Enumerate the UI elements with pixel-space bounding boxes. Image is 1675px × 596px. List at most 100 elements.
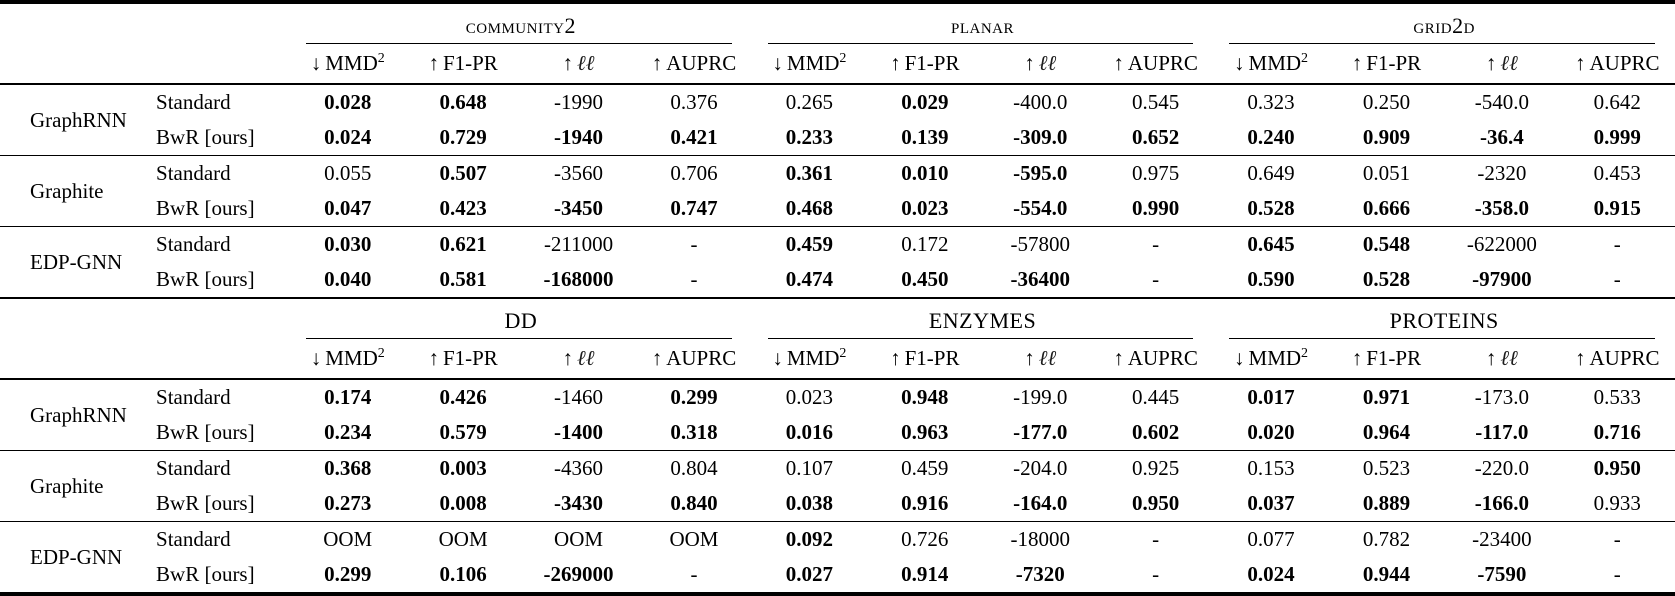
metric-value: 0.716	[1593, 420, 1641, 444]
metric-label: MMD	[786, 346, 840, 370]
metric-value: 0.649	[1213, 155, 1329, 191]
empty-corner-cell	[150, 2, 290, 44]
metric-label: ℓℓ	[1038, 51, 1057, 75]
variant-label: Standard	[150, 83, 291, 120]
table-row: BwR [ours] 0.234 0.579 -1400 0.318 0.016 0.963…	[0, 415, 1675, 451]
metric-value: 0.107	[751, 450, 868, 486]
metric-value: 0.579	[439, 420, 487, 444]
metric-label: MMD	[325, 51, 378, 75]
arrow-down-icon: ↓	[1234, 51, 1245, 75]
metric-value: -164.0	[1013, 491, 1068, 515]
metric-value: 0.909	[1362, 125, 1411, 149]
metric-value: 0.642	[1559, 83, 1675, 120]
metric-value: 0.950	[1559, 450, 1675, 486]
metric-value: 0.023	[751, 378, 868, 415]
metric-value: -97900	[1472, 267, 1532, 291]
metric-value: 0.139	[901, 125, 949, 149]
metric-value: 0.590	[1247, 267, 1295, 291]
metric-value: -117.0	[1475, 420, 1529, 444]
table-row: BwR [ours] 0.024 0.729 -1940 0.421 0.233 0.139…	[0, 120, 1675, 156]
metric-value: 0.990	[1132, 196, 1180, 220]
metric-value: -554.0	[1013, 196, 1068, 220]
variant-label: BwR [ours]	[156, 491, 255, 515]
arrow-up-icon: ↑	[1485, 346, 1497, 370]
metric-superscript: 2	[1301, 51, 1309, 66]
model-label-graphite: Graphite	[0, 155, 151, 227]
metric-value: 0.265	[751, 83, 868, 120]
metric-value: 0.453	[1559, 155, 1675, 191]
metric-value: 0.421	[670, 125, 718, 149]
metric-value: 0.459	[867, 450, 983, 486]
table-row: BwR [ours] 0.273 0.008 -3430 0.840 0.038 0.916…	[0, 486, 1675, 522]
metric-value: 0.666	[1362, 196, 1411, 220]
metric-value: -1400	[554, 420, 604, 444]
arrow-down-icon: ↓	[772, 346, 783, 370]
metric-value: 0.028	[290, 83, 406, 120]
metric-value: 0.964	[1362, 420, 1411, 444]
variant-label: BwR [ours]	[156, 196, 255, 220]
metric-value: -309.0	[1013, 125, 1068, 149]
metric-value: -3560	[520, 155, 637, 191]
metric-value: 0.533	[1559, 378, 1675, 415]
model-label-graphrnn: GraphRNN	[0, 378, 151, 451]
arrow-down-icon: ↓	[772, 51, 783, 75]
model-label-graphite: Graphite	[0, 450, 151, 522]
metric-header-mmd: ↓ MMD2	[1213, 44, 1329, 85]
metric-label: AUPRC	[1127, 346, 1198, 370]
metric-value: 0.925	[1097, 450, 1214, 486]
metric-superscript: 2	[839, 51, 847, 66]
metric-value: 0.916	[901, 491, 949, 515]
arrow-up-icon: ↑	[1575, 51, 1586, 75]
results-table-top: community2 planar grid2d ↓ MMD2 ↑ F1-PR ↑ ℓℓ ↑ AU…	[0, 0, 1675, 299]
metric-value: 0.323	[1213, 83, 1329, 120]
metric-value: 0.528	[1247, 196, 1295, 220]
metric-value: 0.602	[1131, 420, 1180, 444]
empty-corner-cell	[0, 44, 151, 85]
metric-value: OOM	[290, 521, 406, 557]
metric-value: 0.706	[636, 155, 752, 191]
metric-value: 0.915	[1593, 196, 1641, 220]
metric-value: 0.933	[1593, 491, 1641, 515]
table-row: BwR [ours] 0.047 0.423 -3450 0.747 0.468 0.023…	[0, 191, 1675, 227]
metric-value: -173.0	[1444, 378, 1560, 415]
metric-value: 0.047	[324, 196, 372, 220]
variant-label: BwR [ours]	[156, 420, 255, 444]
metric-value: 0.273	[324, 491, 372, 515]
arrow-up-icon: ↑	[1024, 346, 1035, 370]
metric-value: -23400	[1444, 521, 1560, 557]
metric-value: 0.999	[1593, 125, 1641, 149]
arrow-up-icon: ↑	[1575, 346, 1586, 370]
empty-corner-cell	[150, 299, 290, 339]
metric-value: 0.468	[785, 196, 834, 220]
metric-label: F1-PR	[904, 346, 960, 370]
metric-value: 0.051	[1328, 155, 1445, 191]
dataset-header-community2: community2	[290, 2, 752, 44]
empty-corner-cell	[0, 339, 151, 380]
metric-value: -	[636, 226, 752, 262]
metric-label: F1-PR	[904, 51, 960, 75]
metric-value: 0.648	[405, 83, 521, 120]
arrow-down-icon: ↓	[1234, 346, 1245, 370]
metric-value: 0.016	[785, 420, 834, 444]
metric-header--: ↑ ℓℓ	[1444, 44, 1560, 85]
metric-value: 0.459	[751, 226, 868, 262]
arrow-up-icon: ↑	[890, 346, 901, 370]
metric-value: -1940	[554, 125, 604, 149]
metric-value: 0.008	[439, 491, 487, 515]
metric-value: 0.055	[290, 155, 406, 191]
metric-label: ℓℓ	[577, 51, 595, 75]
metric-header-row: ↓ MMD2 ↑ F1-PR ↑ ℓℓ ↑ AUPRC ↓ MMD2 ↑ F1-PR ↑ ℓℓ ↑ AUPRC…	[0, 44, 1675, 85]
metric-value: 0.174	[290, 378, 406, 415]
metric-value: OOM	[520, 521, 637, 557]
metric-value: 0.621	[405, 226, 521, 262]
metric-header-auprc: ↑ AUPRC	[1097, 339, 1214, 380]
metric-label: ℓℓ	[1038, 346, 1057, 370]
metric-value: -211000	[520, 226, 637, 262]
variant-label: Standard	[150, 450, 291, 486]
metric-value: 0.507	[405, 155, 521, 191]
arrow-up-icon: ↑	[651, 51, 663, 75]
metric-superscript: 2	[839, 346, 847, 361]
metric-value: 0.426	[405, 378, 521, 415]
metric-label: ℓℓ	[1500, 346, 1518, 370]
metric-label: MMD	[1248, 346, 1302, 370]
